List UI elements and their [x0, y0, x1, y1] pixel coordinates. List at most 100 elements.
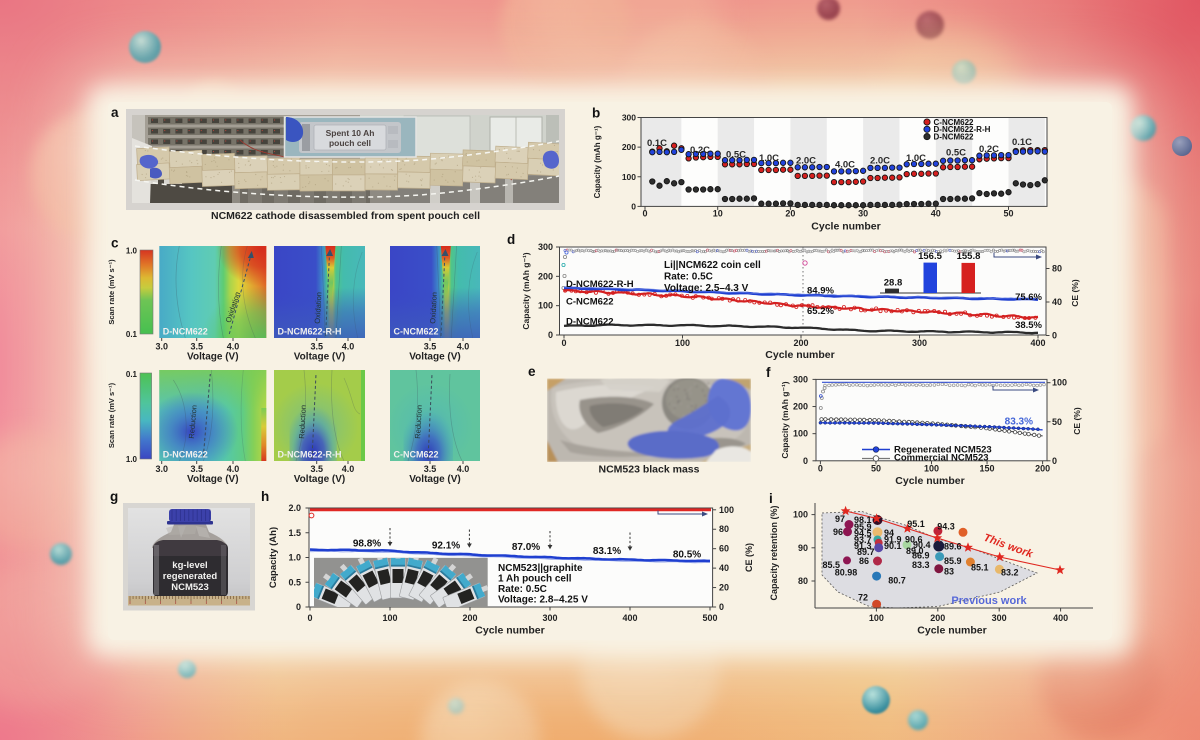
svg-text:3.5: 3.5 — [310, 342, 323, 352]
svg-text:0.1: 0.1 — [126, 370, 138, 379]
svg-text:89.6: 89.6 — [944, 542, 962, 552]
svg-text:400: 400 — [622, 613, 637, 623]
svg-text:Capacity (mAh g⁻¹): Capacity (mAh g⁻¹) — [521, 252, 531, 329]
svg-text:C-NCM622: C-NCM622 — [394, 327, 439, 337]
svg-text:4.0: 4.0 — [342, 342, 355, 352]
svg-text:300: 300 — [622, 113, 636, 123]
svg-text:Li||NCM622 coin cell: Li||NCM622 coin cell — [664, 260, 761, 271]
svg-text:c: c — [111, 236, 119, 251]
svg-text:NCM622 cathode disassembled fr: NCM622 cathode disassembled from spent p… — [211, 210, 480, 222]
svg-text:1.0: 1.0 — [126, 455, 138, 464]
svg-text:0: 0 — [561, 338, 566, 348]
svg-text:80.98: 80.98 — [835, 568, 858, 578]
svg-text:100: 100 — [622, 172, 636, 182]
svg-text:80: 80 — [1052, 264, 1062, 274]
svg-text:Capacity retention (%): Capacity retention (%) — [769, 505, 779, 600]
svg-text:D-NCM622-R-H: D-NCM622-R-H — [278, 450, 342, 460]
svg-text:84.9%: 84.9% — [807, 286, 834, 297]
svg-text:94.5: 94.5 — [854, 529, 872, 539]
svg-text:100: 100 — [793, 429, 808, 439]
svg-text:4.0C: 4.0C — [835, 160, 855, 171]
svg-text:20: 20 — [719, 583, 729, 593]
svg-text:CE (%): CE (%) — [1072, 407, 1082, 435]
svg-text:150: 150 — [980, 464, 995, 474]
svg-text:90.4: 90.4 — [913, 540, 931, 550]
svg-text:1.0: 1.0 — [288, 553, 301, 563]
svg-text:D-NCM622: D-NCM622 — [934, 132, 975, 141]
svg-text:1.0C: 1.0C — [759, 153, 779, 164]
svg-text:kg-level: kg-level — [172, 560, 207, 571]
svg-text:2.0C: 2.0C — [870, 156, 890, 167]
svg-text:Rate: 0.5C: Rate: 0.5C — [664, 272, 713, 283]
svg-text:80.5%: 80.5% — [673, 550, 701, 561]
svg-text:3.0: 3.0 — [155, 464, 168, 474]
svg-text:3.5: 3.5 — [190, 342, 203, 352]
svg-text:4.0: 4.0 — [227, 464, 240, 474]
svg-text:0.1: 0.1 — [126, 330, 138, 339]
svg-text:92.1%: 92.1% — [432, 541, 460, 552]
svg-text:0.5: 0.5 — [288, 577, 301, 587]
svg-text:100: 100 — [793, 510, 808, 520]
svg-text:1.0: 1.0 — [126, 247, 138, 256]
svg-text:100: 100 — [1052, 378, 1067, 388]
svg-text:1 Ah pouch cell: 1 Ah pouch cell — [498, 574, 572, 585]
svg-text:0.1C: 0.1C — [647, 138, 667, 149]
svg-text:83.2: 83.2 — [1001, 568, 1019, 578]
svg-text:100: 100 — [538, 301, 553, 311]
svg-text:4.0: 4.0 — [227, 342, 240, 352]
svg-text:93.7: 93.7 — [854, 535, 872, 545]
svg-text:Capacity (mAh g⁻¹): Capacity (mAh g⁻¹) — [780, 381, 790, 458]
svg-text:NCM523 black mass: NCM523 black mass — [599, 464, 700, 476]
svg-text:300: 300 — [542, 613, 557, 623]
svg-text:Reduction: Reduction — [187, 405, 199, 439]
svg-text:50: 50 — [1052, 417, 1062, 427]
svg-text:95.9: 95.9 — [854, 522, 872, 532]
svg-text:83: 83 — [944, 567, 954, 577]
svg-text:0: 0 — [548, 330, 553, 340]
svg-text:0: 0 — [642, 209, 647, 219]
svg-text:100: 100 — [382, 613, 397, 623]
svg-text:2.0: 2.0 — [288, 503, 301, 513]
svg-text:100: 100 — [675, 338, 690, 348]
svg-text:0: 0 — [818, 464, 823, 474]
svg-text:f: f — [766, 365, 771, 380]
svg-text:Reduction: Reduction — [297, 405, 308, 439]
svg-text:200: 200 — [930, 613, 945, 623]
svg-text:96: 96 — [833, 527, 843, 537]
svg-text:87.0%: 87.0% — [512, 542, 540, 553]
svg-text:200: 200 — [622, 142, 636, 152]
svg-text:4.0: 4.0 — [342, 464, 355, 474]
svg-text:e: e — [528, 364, 536, 379]
svg-text:40: 40 — [931, 209, 941, 219]
svg-text:0: 0 — [1052, 331, 1057, 341]
svg-text:Capacity (Ah): Capacity (Ah) — [268, 527, 279, 588]
svg-text:Commercial NCM523: Commercial NCM523 — [894, 453, 989, 464]
svg-text:3.5: 3.5 — [310, 464, 323, 474]
svg-text:4.0: 4.0 — [457, 464, 470, 474]
svg-text:95.1: 95.1 — [907, 519, 925, 529]
svg-text:60: 60 — [719, 544, 729, 554]
svg-text:Cycle number: Cycle number — [765, 349, 834, 361]
svg-text:86.9: 86.9 — [912, 551, 930, 561]
svg-text:Regenerated NCM523: Regenerated NCM523 — [894, 445, 992, 456]
svg-text:g: g — [110, 489, 118, 504]
svg-text:C-NCM622: C-NCM622 — [934, 118, 975, 127]
svg-text:Voltage (V): Voltage (V) — [409, 352, 460, 363]
svg-text:300: 300 — [793, 374, 808, 384]
svg-text:Scan rate (mV s⁻¹): Scan rate (mV s⁻¹) — [107, 382, 116, 448]
svg-text:90.6: 90.6 — [905, 535, 923, 545]
svg-text:0: 0 — [803, 456, 808, 466]
svg-text:Capacity (mAh g⁻¹): Capacity (mAh g⁻¹) — [593, 125, 602, 198]
svg-text:3.0: 3.0 — [155, 342, 168, 352]
svg-text:50: 50 — [871, 464, 881, 474]
svg-text:75.6%: 75.6% — [1015, 292, 1042, 303]
svg-text:2.0C: 2.0C — [796, 156, 816, 167]
svg-text:200: 200 — [793, 402, 808, 412]
svg-text:D-NCM622-R-H: D-NCM622-R-H — [566, 279, 634, 290]
svg-text:Spent 10 Ah: Spent 10 Ah — [326, 128, 375, 138]
svg-text:400: 400 — [1030, 338, 1045, 348]
svg-text:i: i — [769, 491, 773, 506]
svg-text:30: 30 — [858, 209, 868, 219]
svg-text:Cycle number: Cycle number — [475, 625, 544, 637]
svg-text:94.3: 94.3 — [937, 522, 955, 532]
